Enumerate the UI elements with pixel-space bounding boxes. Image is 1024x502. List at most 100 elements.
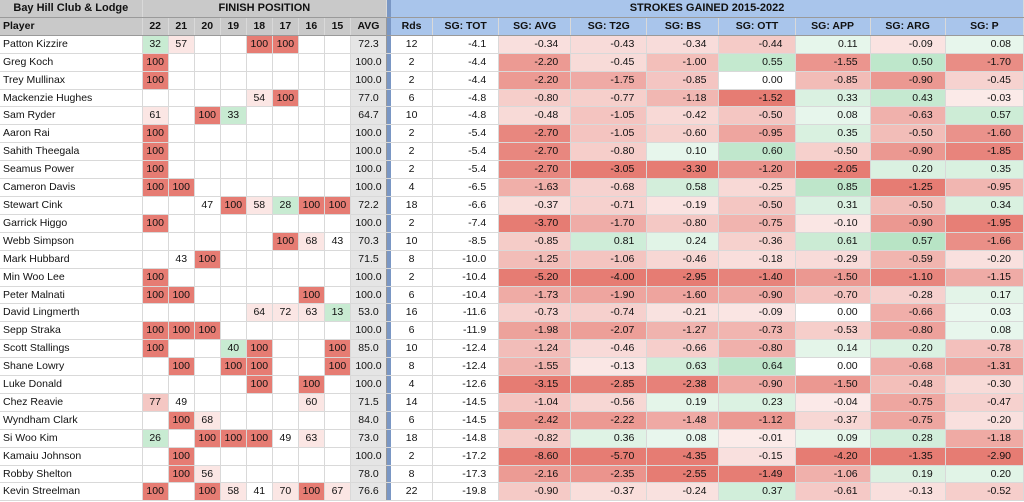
- finish-cell: [142, 250, 169, 269]
- sg-cell: -0.34: [498, 35, 572, 54]
- finish-cell: 63: [298, 303, 325, 323]
- finish-cell: [298, 35, 325, 54]
- finish-cell: 49: [168, 393, 195, 412]
- finish-cell: [168, 232, 195, 251]
- sg-cell: 0.19: [870, 465, 946, 484]
- sg-cell: -1.15: [945, 268, 1024, 287]
- finish-cell: 100: [142, 321, 169, 341]
- sg-cell: 0.00: [795, 357, 871, 377]
- player-name: Trey Mullinax: [0, 71, 143, 90]
- sg-cell: -2.38: [646, 375, 720, 394]
- sg-cell: -2.35: [570, 465, 648, 484]
- player-name: Greg Koch: [0, 53, 143, 72]
- column-separator: [386, 286, 392, 305]
- sg-cell: -1.24: [498, 339, 572, 359]
- sg-cell: -4.00: [570, 268, 648, 287]
- sg-cell: -0.45: [945, 71, 1024, 90]
- finish-cell: [220, 71, 247, 90]
- finish-cell: 100: [194, 482, 221, 502]
- sg-cell: -0.74: [570, 303, 648, 323]
- finish-cell: 32: [142, 35, 169, 54]
- finish-cell: [272, 71, 299, 90]
- sg-cell: -4.20: [795, 447, 871, 466]
- sg-cell: -0.50: [718, 196, 796, 215]
- player-name: Cameron Davis: [0, 178, 143, 197]
- column-separator: [386, 196, 392, 215]
- sg-cell: 0.43: [870, 89, 946, 108]
- sg-cell: -1.90: [570, 286, 648, 305]
- finish-cell: [220, 142, 247, 162]
- finish-cell: [220, 303, 247, 323]
- sg-cell: -0.90: [498, 482, 572, 502]
- finish-cell: [324, 411, 351, 430]
- sg-cell: -1.50: [795, 268, 871, 287]
- sg-cell: -0.09: [718, 303, 796, 323]
- sg-cell: -0.37: [795, 411, 871, 430]
- finish-cell: 100: [194, 250, 221, 269]
- finish-cell: [220, 35, 247, 54]
- finish-cell: [298, 321, 325, 341]
- sg-cell: 0.37: [718, 482, 796, 502]
- rounds-cell: 6: [390, 321, 434, 341]
- player-name: Seamus Power: [0, 160, 143, 180]
- finish-cell: [220, 447, 247, 466]
- sg-cell: -1.55: [795, 53, 871, 72]
- finish-cell: 60: [298, 393, 325, 412]
- rounds-cell: 8: [390, 250, 434, 269]
- finish-cell: 100: [142, 142, 169, 162]
- sg-cell: -12.4: [432, 339, 500, 359]
- finish-cell: 57: [168, 35, 195, 54]
- finish-cell: 47: [194, 196, 221, 215]
- avg-cell: 100.0: [349, 375, 388, 394]
- table-row: Peter Malnati 100 100 100 100.0 6 -10.4 -1.73 -1…: [0, 286, 1024, 305]
- sg-cell: -0.61: [795, 482, 871, 502]
- sg-cell: -3.30: [646, 160, 720, 180]
- finish-cell: 100: [168, 321, 195, 341]
- avg-cell: 100.0: [349, 178, 388, 197]
- finish-cell: [324, 124, 351, 144]
- table-row: Sepp Straka 100 100 100 100.0 6 -11.9 -1.98 -2.0…: [0, 321, 1024, 341]
- finish-cell: [272, 160, 299, 180]
- finish-cell: [220, 53, 247, 72]
- sg-cell: -1.18: [646, 89, 720, 108]
- sg-cell: -1.05: [570, 124, 648, 144]
- finish-cell: [194, 178, 221, 197]
- finish-cell: [272, 106, 299, 126]
- player-name: Robby Shelton: [0, 465, 143, 484]
- sg-cell: -0.85: [646, 71, 720, 90]
- sg-cell: -1.04: [498, 393, 572, 412]
- finish-cell: 100: [194, 321, 221, 341]
- table-row: Cameron Davis 100 100 100.0 4 -6.5 -1.63 -0.68 0…: [0, 178, 1024, 197]
- finish-cell: [220, 160, 247, 180]
- sg-cell: -7.4: [432, 214, 500, 233]
- finish-cell: 100: [298, 286, 325, 305]
- finish-cell: [142, 232, 169, 251]
- sg-cell: -3.05: [570, 160, 648, 180]
- avg-cell: 76.6: [349, 482, 388, 502]
- rounds-cell: 8: [390, 465, 434, 484]
- finish-cell: [168, 339, 195, 359]
- column-separator: [386, 303, 392, 323]
- sg-cell: 0.34: [945, 196, 1024, 215]
- sg-cell: -12.4: [432, 357, 500, 377]
- year-column-header: 18: [246, 17, 273, 36]
- finish-cell: [246, 142, 273, 162]
- sg-cell: -1.49: [718, 465, 796, 484]
- finish-cell: [246, 268, 273, 287]
- rounds-cell: 14: [390, 393, 434, 412]
- sg-cell: -1.70: [945, 53, 1024, 72]
- sg-cell: -8.60: [498, 447, 572, 466]
- sg-cell: -0.75: [870, 393, 946, 412]
- sg-cell: -10.4: [432, 268, 500, 287]
- sg-cell: -1.48: [646, 411, 720, 430]
- sg-cell: -0.46: [570, 339, 648, 359]
- sg-cell: -4.1: [432, 35, 500, 54]
- finish-cell: [246, 411, 273, 430]
- sg-cell: -0.15: [718, 447, 796, 466]
- rounds-cell: 2: [390, 268, 434, 287]
- year-column-header: 21: [168, 17, 195, 36]
- finish-cell: 100: [194, 106, 221, 126]
- sg-cell: -19.8: [432, 482, 500, 502]
- finish-cell: 100: [272, 232, 299, 251]
- table-row: Stewart Cink 47 100 58 28 100 100 72.2 18 -6.6 -0.…: [0, 196, 1024, 215]
